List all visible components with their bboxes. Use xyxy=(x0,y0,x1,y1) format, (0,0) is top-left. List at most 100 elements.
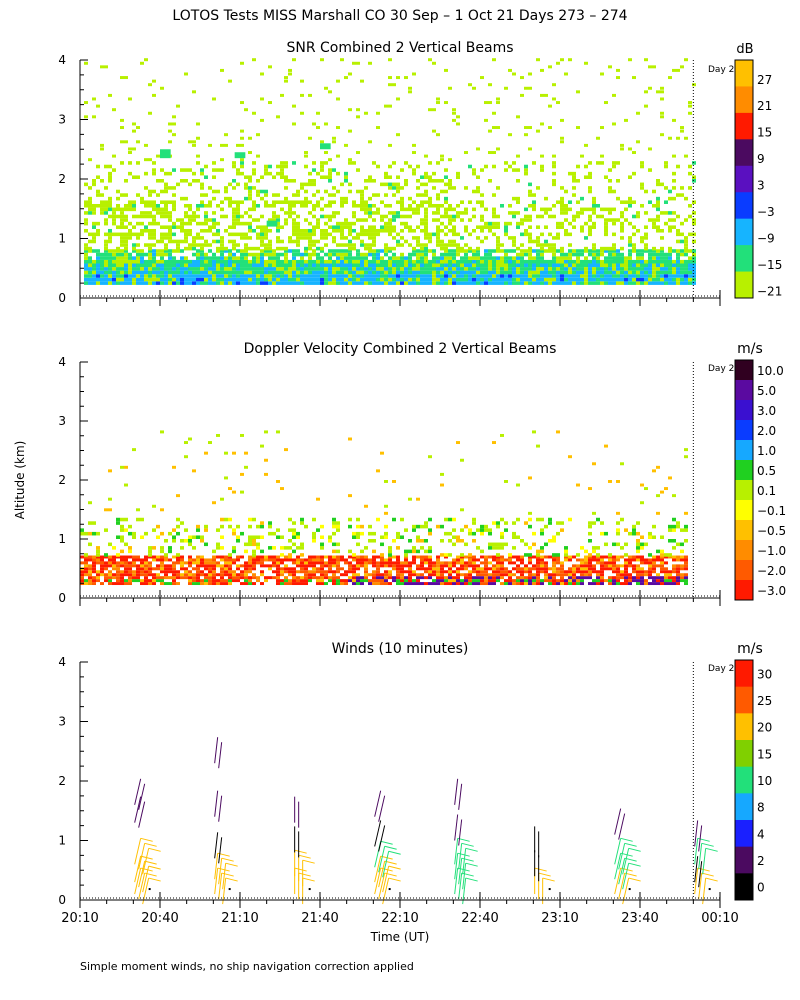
snr-cell xyxy=(376,263,380,268)
snr-cell xyxy=(520,93,524,97)
doppler-cell xyxy=(456,555,460,559)
snr-cell xyxy=(292,259,296,264)
snr-cell xyxy=(532,203,536,208)
snr-cell xyxy=(432,259,436,264)
snr-cell xyxy=(156,154,160,158)
snr-cell xyxy=(612,232,616,237)
snr-cell xyxy=(268,259,272,264)
snr-cell xyxy=(88,277,92,282)
snr-cell xyxy=(688,214,692,219)
snr-cell xyxy=(120,232,124,237)
snr-cell xyxy=(148,256,152,260)
doppler-cell xyxy=(656,573,660,577)
doppler-cell xyxy=(376,561,380,565)
doppler-cell xyxy=(96,546,100,550)
snr-cell xyxy=(180,259,184,264)
snr-cell xyxy=(672,154,676,158)
doppler-cell xyxy=(668,582,672,586)
doppler-cell xyxy=(444,517,448,522)
snr-cell xyxy=(592,281,596,285)
snr-cell xyxy=(416,249,420,253)
doppler-cell xyxy=(632,567,636,571)
snr-cell xyxy=(416,236,420,240)
snr-cell xyxy=(96,228,100,233)
doppler-cell xyxy=(244,576,248,580)
snr-cell xyxy=(612,189,616,194)
doppler-cell xyxy=(184,570,188,574)
snr-cell xyxy=(232,246,236,251)
snr-cell xyxy=(596,256,600,260)
snr-cell xyxy=(156,203,160,208)
snr-cell xyxy=(148,259,152,264)
doppler-cell xyxy=(172,535,176,539)
snr-cell xyxy=(332,200,336,204)
snr-cell xyxy=(264,171,268,176)
snr-cell xyxy=(128,97,132,101)
snr-cell xyxy=(524,86,528,90)
snr-cell xyxy=(648,270,652,275)
snr-cell xyxy=(224,143,228,147)
snr-cell xyxy=(212,161,216,165)
snr-cell xyxy=(676,68,680,72)
snr-cell xyxy=(564,270,568,275)
snr-cell xyxy=(676,256,680,260)
doppler-cell xyxy=(356,579,360,583)
snr-cell xyxy=(388,211,392,215)
snr-cell xyxy=(208,256,212,260)
doppler-cell xyxy=(296,531,300,536)
snr-cell xyxy=(540,68,544,72)
doppler-cell xyxy=(396,570,400,574)
snr-cell xyxy=(336,270,340,275)
doppler-cell xyxy=(364,576,368,580)
snr-cell xyxy=(160,256,164,260)
doppler-cell xyxy=(180,573,184,577)
doppler-cell xyxy=(632,528,636,532)
doppler-cell xyxy=(684,564,688,568)
doppler-cell xyxy=(660,549,664,554)
snr-cell xyxy=(376,256,380,260)
snr-cell xyxy=(424,270,428,275)
snr-cell xyxy=(96,274,100,278)
snr-cell xyxy=(300,182,304,187)
snr-cell xyxy=(304,196,308,201)
snr-cell xyxy=(236,221,240,226)
doppler-cell xyxy=(168,576,172,580)
snr-cell xyxy=(532,239,536,244)
snr-cell xyxy=(156,252,160,257)
snr-cell xyxy=(600,161,604,165)
snr-cell xyxy=(504,252,508,257)
snr-cell xyxy=(188,243,192,247)
snr-cell xyxy=(536,236,540,240)
snr-cell xyxy=(668,225,672,229)
snr-cell xyxy=(524,207,528,212)
doppler-cell xyxy=(228,553,232,557)
snr-cell xyxy=(660,115,664,119)
doppler-cell xyxy=(644,558,648,562)
colorbar-tick-label: −3 xyxy=(757,205,775,219)
snr-cell xyxy=(168,270,172,275)
doppler-cell xyxy=(328,570,332,574)
doppler-cell xyxy=(224,573,228,577)
snr-cell xyxy=(524,228,528,233)
snr-cell xyxy=(460,211,464,215)
doppler-cell xyxy=(320,524,324,529)
doppler-cell xyxy=(684,576,688,580)
snr-cell xyxy=(384,274,388,278)
doppler-cell xyxy=(200,539,204,543)
snr-cell xyxy=(244,182,248,187)
doppler-cell xyxy=(636,558,640,562)
snr-cell xyxy=(508,211,512,215)
doppler-cell xyxy=(420,561,424,565)
doppler-cell xyxy=(612,570,616,574)
snr-cell xyxy=(336,281,340,285)
snr-cell xyxy=(456,214,460,219)
snr-cell xyxy=(372,263,376,268)
snr-cell xyxy=(228,225,232,229)
snr-cell xyxy=(308,236,312,240)
snr-cell xyxy=(192,90,196,94)
doppler-cell xyxy=(164,564,168,568)
snr-cell xyxy=(592,243,596,247)
doppler-cell xyxy=(120,535,124,539)
